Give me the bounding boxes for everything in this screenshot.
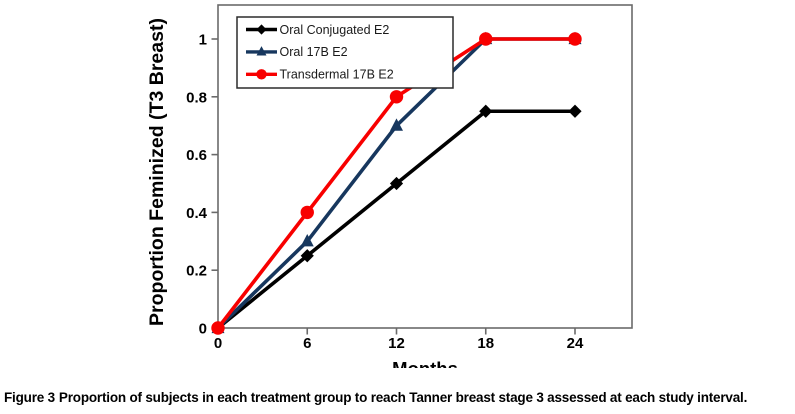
figure-caption-label: Figure 3 bbox=[4, 390, 55, 405]
y-tick-label: 0.4 bbox=[186, 205, 208, 222]
series-layer bbox=[211, 31, 582, 335]
x-tick-label: 24 bbox=[567, 335, 584, 352]
legend-marker-diamond bbox=[256, 24, 267, 35]
data-point-circle bbox=[300, 205, 314, 220]
x-axis: 0 6 12 18 24 bbox=[214, 328, 584, 352]
legend-label: Oral Conjugated E2 bbox=[280, 23, 390, 37]
data-point-circle bbox=[211, 321, 225, 335]
data-point-diamond bbox=[479, 104, 493, 118]
y-tick-label: 0 bbox=[199, 321, 207, 338]
data-point-triangle bbox=[300, 234, 314, 247]
x-tick-label: 6 bbox=[303, 335, 311, 352]
line-chart: 0 0.2 0.4 0.6 0.8 1 0 6 12 18 24 Oral Conjugated … bbox=[147, 4, 633, 379]
legend: Oral Conjugated E2 Oral 17B E2 Transdermal… bbox=[236, 16, 454, 89]
data-point-diamond bbox=[300, 249, 314, 263]
data-point-diamond bbox=[389, 176, 404, 191]
y-tick-label: 0.6 bbox=[186, 147, 207, 164]
legend-label: Transdermal 17B E2 bbox=[280, 68, 394, 82]
x-axis-title: Months bbox=[392, 358, 458, 368]
figure-caption-text: Proportion of subjects in each treatment… bbox=[58, 390, 748, 405]
x-tick-label: 0 bbox=[214, 335, 222, 352]
data-point-circle bbox=[479, 32, 493, 46]
data-point-triangle bbox=[390, 118, 403, 131]
legend-marker-circle bbox=[256, 69, 267, 80]
x-tick-label: 18 bbox=[477, 335, 494, 352]
data-point-circle bbox=[389, 90, 404, 104]
y-axis-title: Proportion Feminized (T3 Breast) bbox=[147, 18, 168, 326]
y-tick-label: 0.2 bbox=[186, 263, 207, 280]
y-axis: 0 0.2 0.4 0.6 0.8 1 bbox=[186, 32, 218, 338]
y-tick-label: 0.8 bbox=[186, 89, 207, 106]
figure-caption: Figure 3 Proportion of subjects in each t… bbox=[4, 390, 792, 405]
x-tick-label: 12 bbox=[388, 335, 405, 352]
legend-marker-triangle bbox=[256, 46, 267, 56]
data-point-circle bbox=[568, 32, 582, 46]
y-tick-label: 1 bbox=[199, 32, 207, 49]
data-point-diamond bbox=[568, 104, 582, 118]
legend-label: Oral 17B E2 bbox=[280, 45, 348, 59]
